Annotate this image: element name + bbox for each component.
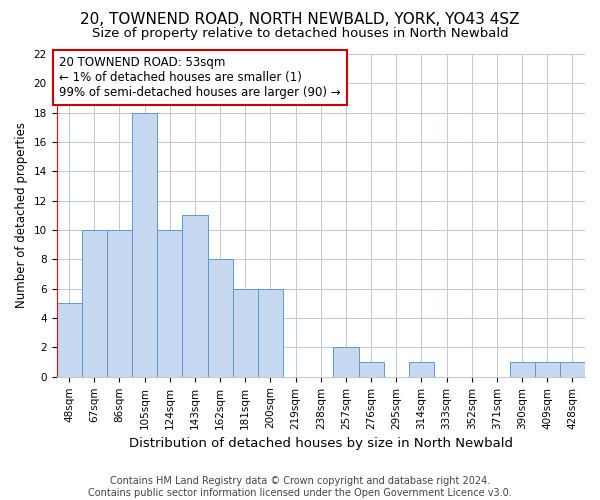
Y-axis label: Number of detached properties: Number of detached properties xyxy=(15,122,28,308)
Bar xyxy=(560,362,585,377)
Text: 20, TOWNEND ROAD, NORTH NEWBALD, YORK, YO43 4SZ: 20, TOWNEND ROAD, NORTH NEWBALD, YORK, Y… xyxy=(80,12,520,28)
Bar xyxy=(107,230,132,377)
Text: Contains HM Land Registry data © Crown copyright and database right 2024.
Contai: Contains HM Land Registry data © Crown c… xyxy=(88,476,512,498)
Bar xyxy=(182,216,208,377)
Bar xyxy=(157,230,182,377)
Bar xyxy=(258,289,283,377)
Bar xyxy=(56,304,82,377)
Bar xyxy=(409,362,434,377)
Bar xyxy=(359,362,383,377)
Text: Size of property relative to detached houses in North Newbald: Size of property relative to detached ho… xyxy=(92,28,508,40)
Bar xyxy=(535,362,560,377)
X-axis label: Distribution of detached houses by size in North Newbald: Distribution of detached houses by size … xyxy=(129,437,513,450)
Text: 20 TOWNEND ROAD: 53sqm
← 1% of detached houses are smaller (1)
99% of semi-detac: 20 TOWNEND ROAD: 53sqm ← 1% of detached … xyxy=(59,56,341,98)
Bar xyxy=(82,230,107,377)
Bar xyxy=(509,362,535,377)
Bar xyxy=(132,112,157,377)
Bar xyxy=(334,348,359,377)
Bar xyxy=(233,289,258,377)
Bar xyxy=(208,260,233,377)
